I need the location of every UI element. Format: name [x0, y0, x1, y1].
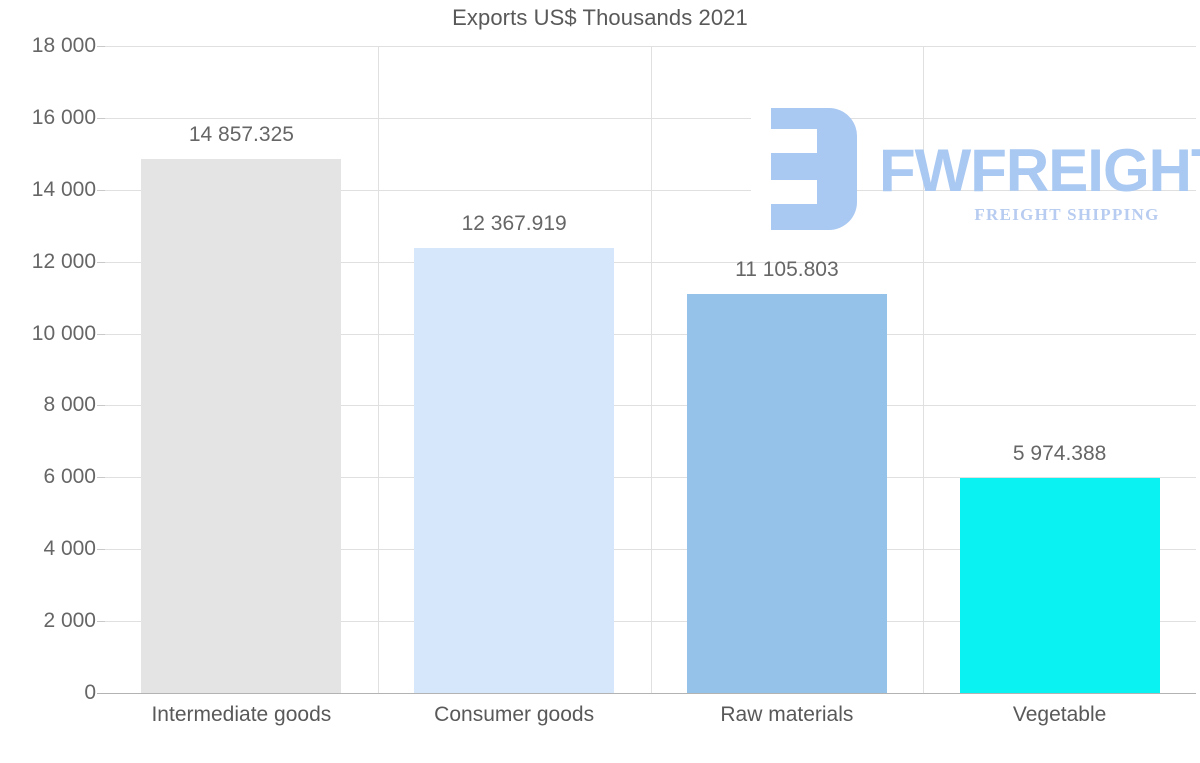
- x-axis-category-label: Raw materials: [720, 703, 854, 726]
- y-tick-mark: [97, 477, 105, 479]
- x-axis-category-label: Vegetable: [1012, 703, 1107, 726]
- plot-area: 14 857.325 12 367.919 11 105.803 5 974.388 …: [97, 46, 1200, 694]
- y-axis-tick-label: 16 000: [31, 105, 96, 129]
- gridline: [105, 189, 1196, 191]
- y-axis-tick-label: 14 000: [31, 177, 96, 201]
- chart-title: Exports US$ Thousands 2021: [452, 5, 748, 30]
- watermark-wordmark: FWFREIGHT: [879, 137, 1200, 204]
- x-axis-line: [97, 693, 1196, 694]
- bar-value-label: 12 367.919: [461, 212, 567, 236]
- y-axis-tick-label: 18 000: [31, 34, 96, 57]
- y-tick-mark: [97, 405, 105, 407]
- watermark: FWFREIGHT FREIGHT SHIPPING: [751, 108, 1200, 233]
- y-tick-mark: [97, 189, 105, 191]
- x-axis-category-label: Intermediate goods: [151, 703, 332, 726]
- category-separator: [651, 46, 652, 693]
- bar-value-label: 11 105.803: [735, 257, 839, 281]
- gridline: [105, 477, 1196, 479]
- gridline: [105, 549, 1196, 551]
- fwfreight-logo-mark-icon: [751, 108, 857, 230]
- y-axis-tick-label: 12 000: [31, 249, 96, 273]
- bar-value-label: 5 974.388: [1012, 442, 1107, 466]
- gridline: [105, 46, 1196, 47]
- y-tick-mark: [97, 621, 105, 623]
- x-axis-category-label: Consumer goods: [434, 703, 595, 726]
- y-tick-mark: [97, 549, 105, 551]
- bar[interactable]: [959, 478, 1160, 693]
- bar[interactable]: [686, 293, 887, 693]
- y-tick-mark: [97, 261, 105, 263]
- y-axis-tick-label: 4 000: [43, 537, 96, 561]
- category-separator: [923, 46, 924, 693]
- bar[interactable]: [141, 158, 342, 693]
- bar[interactable]: [414, 248, 615, 693]
- gridline: [105, 333, 1196, 335]
- gridline: [105, 261, 1196, 263]
- gridline: [105, 117, 1196, 119]
- gridline: [105, 621, 1196, 623]
- category-separator: [378, 46, 379, 693]
- watermark-tagline: FREIGHT SHIPPING: [974, 205, 1160, 224]
- bar-value-label: 14 857.325: [188, 122, 294, 146]
- y-tick-mark: [97, 46, 105, 47]
- y-tick-mark: [97, 333, 105, 335]
- y-axis-tick-label: 2 000: [43, 609, 96, 633]
- y-axis-tick-label: 8 000: [43, 393, 96, 417]
- gridline: [105, 405, 1196, 407]
- y-axis-tick-label: 6 000: [43, 465, 96, 489]
- y-tick-mark: [97, 117, 105, 119]
- y-axis-tick-label: 10 000: [31, 321, 96, 345]
- y-axis-tick-label: 0: [84, 681, 96, 704]
